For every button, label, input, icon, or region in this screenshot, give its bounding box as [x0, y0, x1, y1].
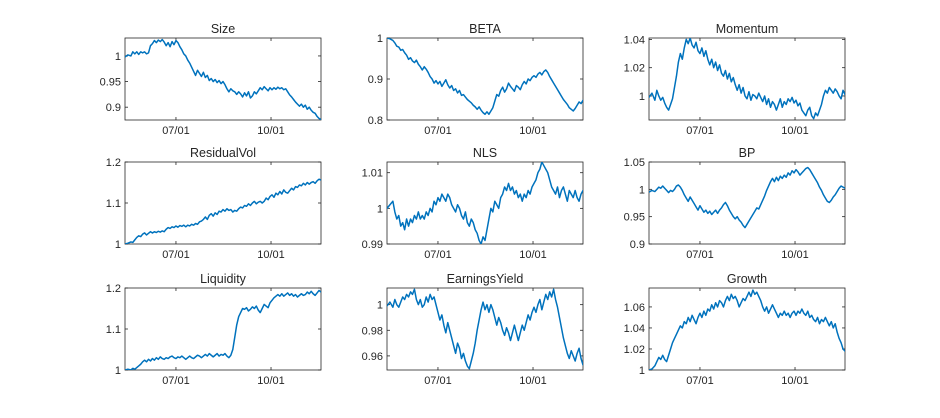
x-tick-label: 07/01: [686, 249, 714, 261]
x-tick-label: 10/01: [781, 249, 809, 261]
x-tick-label: 07/01: [424, 375, 452, 387]
y-tick-label: 1: [377, 33, 383, 45]
subplot-title: BETA: [469, 22, 501, 36]
subplot-bp: BP 0.9 0.95 1 1.05 07/01 10/01: [624, 146, 846, 261]
subplot-momentum: Momentum 1 1.02 1.04 07/01 10/01: [624, 22, 846, 137]
y-tick-label: 0.96: [362, 351, 383, 363]
series-line: [387, 38, 583, 116]
y-tick-label: 1.06: [624, 302, 645, 314]
series-line: [649, 38, 845, 120]
y-tick-label: 1: [115, 239, 121, 251]
subplot-earningsyield: EarningsYield 0.96 0.98 1 07/01 10/01: [362, 272, 584, 387]
subplot-nls: NLS 0.99 1 1.01 07/01 10/01: [362, 146, 584, 261]
series-line: [649, 166, 845, 229]
y-tick-label: 0.98: [362, 325, 383, 337]
subplot-growth: Growth 1 1.02 1.04 1.06 07/01 10/01: [624, 272, 846, 387]
y-tick-label: 1.1: [106, 324, 121, 336]
x-tick-label: 10/01: [257, 125, 285, 137]
x-tick-label: 10/01: [519, 125, 547, 137]
axes-frame: [648, 161, 846, 245]
x-tick-label: 10/01: [257, 375, 285, 387]
series-line: [649, 289, 845, 370]
y-tick-label: 0.95: [100, 77, 121, 89]
y-tick-label: 1: [639, 365, 645, 377]
x-tick-label: 07/01: [424, 125, 452, 137]
y-tick-label: 1.1: [106, 198, 121, 210]
subplot-title: Liquidity: [200, 272, 247, 286]
subplot-title: Size: [211, 22, 235, 36]
y-tick-label: 1: [377, 203, 383, 215]
x-tick-label: 07/01: [686, 375, 714, 387]
y-tick-label: 1.02: [624, 344, 645, 356]
x-tick-label: 07/01: [424, 249, 452, 261]
x-tick-label: 10/01: [781, 375, 809, 387]
x-tick-label: 07/01: [162, 249, 190, 261]
y-tick-label: 1: [639, 184, 645, 196]
x-tick-label: 07/01: [686, 125, 714, 137]
x-tick-label: 07/01: [162, 125, 190, 137]
subplot-title: ResidualVol: [190, 146, 256, 160]
y-tick-label: 0.95: [624, 212, 645, 224]
axes-frame: [124, 161, 322, 245]
subplot-residualvol: ResidualVol 1 1.1 1.2 07/01 10/01: [106, 146, 322, 261]
subplot-beta: BETA 0.8 0.9 1 07/01 10/01: [368, 22, 584, 137]
y-tick-label: 1: [115, 365, 121, 377]
y-tick-label: 0.8: [368, 115, 383, 127]
y-tick-label: 1.01: [362, 168, 383, 180]
y-tick-label: 0.99: [362, 239, 383, 251]
y-tick-label: 1.05: [624, 157, 645, 169]
subplot-size: Size 0.9 0.95 1 07/01 10/01: [100, 22, 322, 137]
axes-frame: [124, 287, 322, 371]
y-tick-label: 1.04: [624, 34, 645, 46]
y-tick-label: 0.9: [368, 74, 383, 86]
y-tick-label: 1.02: [624, 63, 645, 75]
subplot-liquidity: Liquidity 1 1.1 1.2 07/01 10/01: [106, 272, 322, 387]
axes-frame: [386, 161, 584, 245]
x-tick-label: 07/01: [162, 375, 190, 387]
series-line: [125, 178, 321, 244]
x-tick-label: 10/01: [781, 125, 809, 137]
axes-frame: [648, 287, 846, 371]
series-line: [387, 288, 583, 370]
subplot-title: NLS: [473, 146, 497, 160]
x-tick-label: 10/01: [257, 249, 285, 261]
axes-frame: [124, 37, 322, 121]
y-tick-label: 1: [639, 91, 645, 103]
y-tick-label: 1: [115, 51, 121, 63]
subplot-title: Growth: [727, 272, 767, 286]
y-tick-label: 0.9: [106, 102, 121, 114]
series-line: [387, 162, 583, 244]
y-tick-label: 1.2: [106, 157, 121, 169]
x-tick-label: 10/01: [519, 375, 547, 387]
subplot-title: Momentum: [716, 22, 779, 36]
axes-frame: [386, 37, 584, 121]
y-tick-label: 1.2: [106, 283, 121, 295]
x-tick-label: 10/01: [519, 249, 547, 261]
series-line: [125, 38, 321, 120]
subplot-title: EarningsYield: [447, 272, 524, 286]
y-tick-label: 1: [377, 300, 383, 312]
y-tick-label: 0.9: [630, 239, 645, 251]
series-line: [125, 289, 321, 370]
y-tick-label: 1.04: [624, 323, 645, 335]
axes-frame: [648, 37, 846, 121]
subplot-title: BP: [739, 146, 756, 160]
